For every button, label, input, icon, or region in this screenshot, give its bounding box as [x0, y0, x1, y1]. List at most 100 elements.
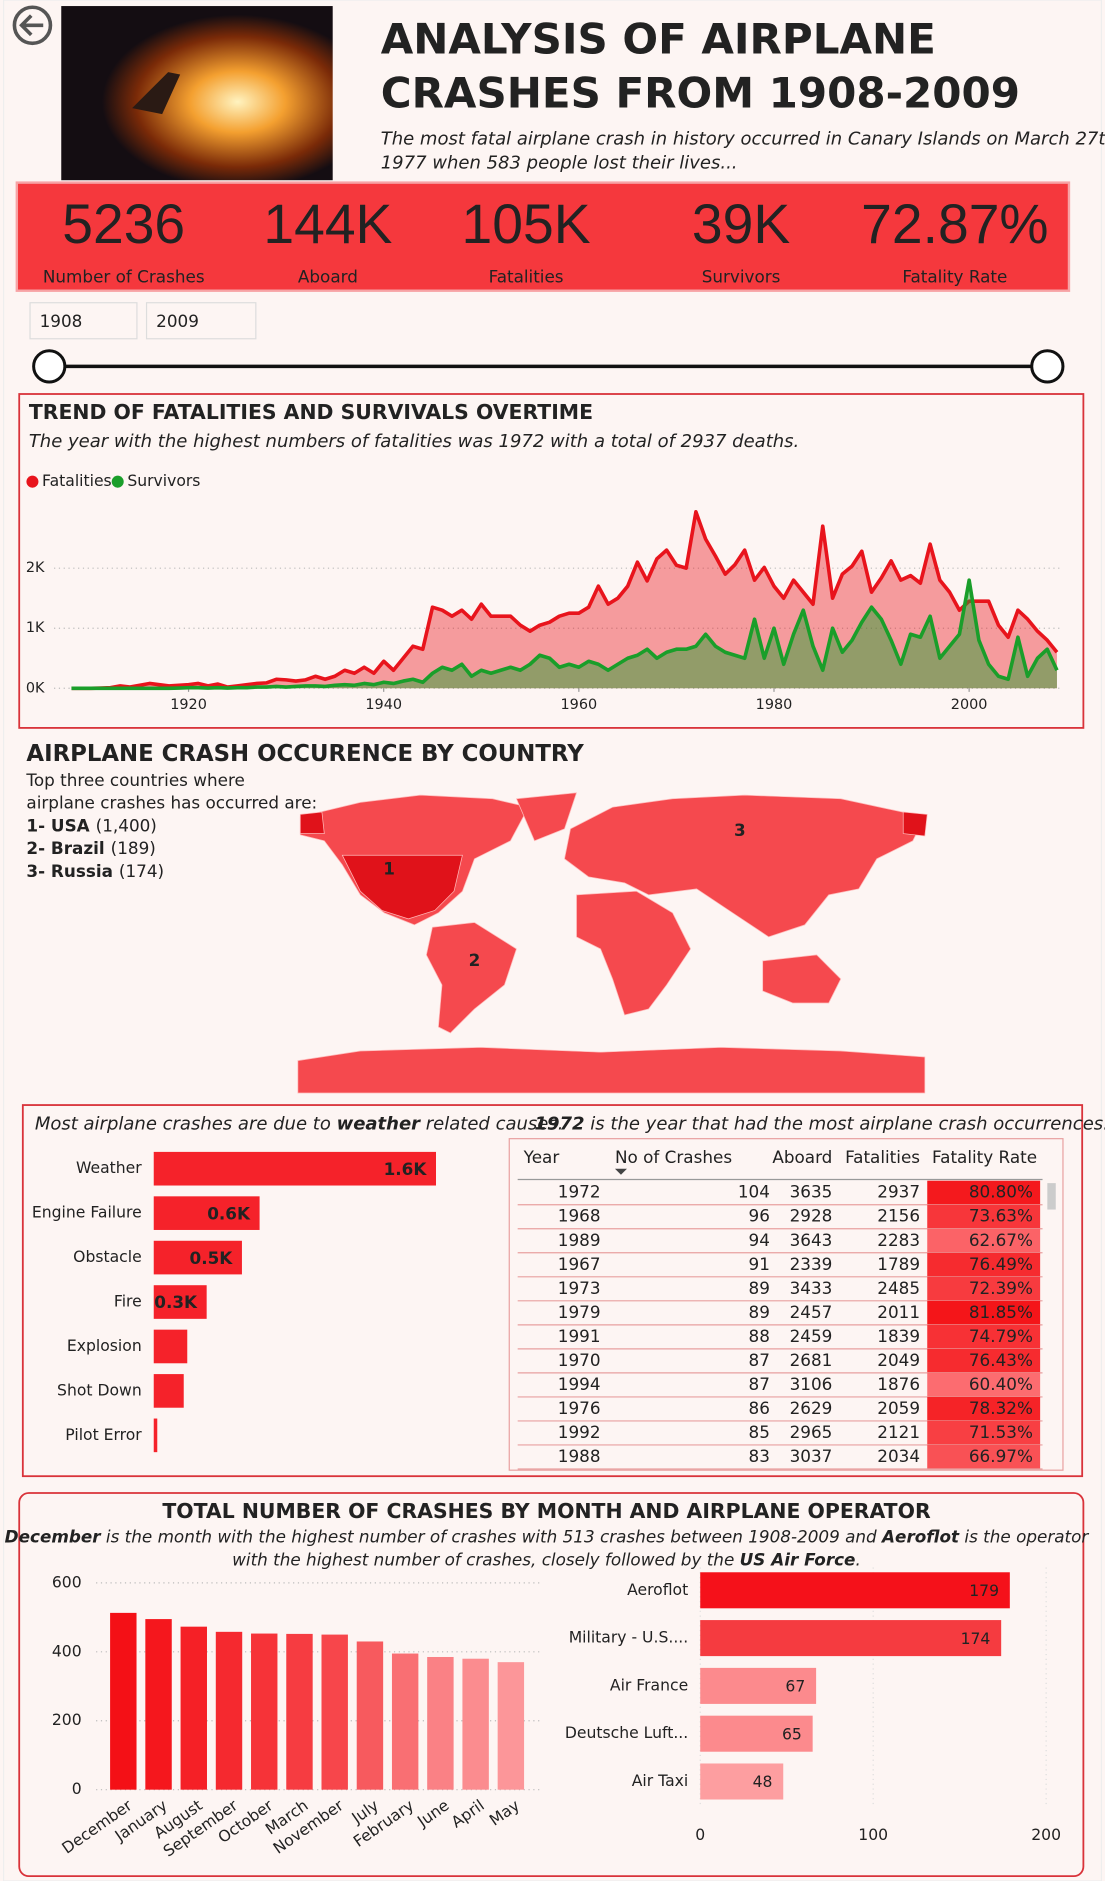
rate-cell: [927, 1444, 1041, 1469]
x-tick-label: 1980: [756, 697, 793, 713]
table-cell: 1979: [558, 1302, 601, 1322]
bar: [153, 1285, 207, 1319]
title: CRASHES FROM 1908-2009: [381, 69, 1020, 118]
table-cell: 86: [749, 1398, 770, 1418]
column-header: Fatality Rate: [932, 1147, 1037, 1167]
bar: [497, 1662, 525, 1790]
table-cell: 81.85%: [969, 1302, 1033, 1322]
slicer-start: 1908: [40, 311, 83, 331]
country-rank: 2- Brazil: [26, 838, 104, 858]
bar: [251, 1633, 278, 1790]
world-map[interactable]: [297, 792, 928, 1094]
table-headline-part: is the year that had the most airplane c…: [585, 1113, 1105, 1134]
y-tick-label: 200: [52, 1711, 82, 1729]
map-marker: 1: [383, 859, 395, 879]
column-header: Aboard: [772, 1147, 832, 1167]
kpi-label: Aboard: [298, 267, 358, 287]
column-header: No of Crashes: [615, 1147, 732, 1167]
bar: [153, 1196, 260, 1230]
header-image: [61, 6, 333, 181]
month-subtitle: December is the month with the highest n…: [5, 1526, 1090, 1546]
table-cell: 1876: [877, 1374, 920, 1394]
table-cell: 62.67%: [969, 1230, 1033, 1250]
table-cell: 1972: [558, 1182, 601, 1202]
category-label: Aeroflot: [627, 1581, 688, 1599]
category-label: Air France: [610, 1676, 688, 1694]
slicer[interactable]: [29, 302, 1065, 384]
table-cell: 2049: [877, 1350, 920, 1370]
table-cell: 2681: [790, 1350, 833, 1370]
x-tick-label: 2000: [951, 697, 988, 713]
table-cell: 1970: [558, 1350, 601, 1370]
x-tick-label: 1920: [170, 697, 207, 713]
x-tick-label: 100: [858, 1826, 888, 1844]
value-label: 0.6K: [207, 1203, 251, 1223]
causes-headline-part: related causes.: [420, 1113, 563, 1134]
rate-cell: [927, 1348, 1041, 1373]
legend-label: Survivors: [127, 472, 200, 490]
kpi-value: 72.87%: [861, 193, 1048, 255]
kpi-value: 5236: [62, 193, 185, 255]
table-cell: 2459: [790, 1326, 833, 1346]
table-cell: 83: [749, 1446, 770, 1466]
month-subtitle-part: Aeroflot: [880, 1526, 960, 1546]
causes-headline-part: weather: [337, 1113, 422, 1134]
kpi-label: Fatality Rate: [902, 267, 1007, 287]
kpi-label: Fatalities: [489, 267, 564, 287]
bar: [215, 1631, 243, 1790]
value-label: 1.6K: [384, 1159, 428, 1179]
month-subtitle-part: is the operator: [959, 1526, 1089, 1546]
value-label: 0.3K: [154, 1292, 198, 1312]
table-cell: 76.43%: [969, 1350, 1033, 1370]
section-title: AIRPLANE CRASH OCCURENCE BY COUNTRY: [26, 741, 584, 767]
category-label: Weather: [76, 1159, 142, 1177]
kpi-value: 105K: [462, 193, 591, 255]
rate-cell: [927, 1228, 1041, 1253]
bar: [153, 1374, 184, 1408]
country-count: (189): [111, 838, 156, 858]
table-cell: 73.63%: [969, 1206, 1033, 1226]
map-marker: 2: [469, 950, 481, 970]
bar: [153, 1418, 158, 1453]
bar: [462, 1658, 489, 1790]
area-fill: [71, 511, 1057, 689]
bar: [700, 1715, 813, 1752]
table-cell: 2485: [877, 1278, 920, 1298]
bar: [700, 1620, 1002, 1657]
category-label: Explosion: [67, 1337, 142, 1355]
x-tick-label: 1960: [561, 697, 598, 713]
legend-marker: [111, 475, 124, 488]
table-headline: 1972 is the year that had the most airpl…: [534, 1113, 1105, 1134]
back-button[interactable]: [12, 5, 53, 46]
rate-cell: [927, 1252, 1041, 1277]
month-subtitle-part: US Air Force: [740, 1549, 856, 1569]
scrollbar[interactable]: [1047, 1183, 1056, 1210]
table-cell: 2011: [877, 1302, 920, 1322]
map-text: airplane crashes has occurred are:: [26, 793, 317, 813]
table-cell: 1967: [558, 1254, 601, 1274]
title: ANALYSIS OF AIRPLANE: [381, 15, 936, 64]
sort-indicator: [614, 1168, 627, 1175]
month-subtitle-part: with the highest number of crashes, clos…: [232, 1549, 739, 1569]
value-label: 67: [785, 1678, 805, 1696]
rate-cell: [927, 1396, 1041, 1421]
chart-title: TREND OF FATALITIES AND SURVIVALS OVERTI…: [29, 400, 593, 424]
table-cell: 1973: [558, 1278, 601, 1298]
kpi-label: Survivors: [702, 267, 781, 287]
rate-cell: [927, 1372, 1041, 1397]
kpi-label: Number of Crashes: [43, 267, 205, 287]
x-tick-label: 1940: [365, 697, 402, 713]
table-cell: 2965: [790, 1422, 833, 1442]
bar: [356, 1641, 384, 1790]
map-marker: 3: [734, 820, 746, 840]
bar: [700, 1763, 784, 1800]
table-cell: 2339: [790, 1254, 833, 1274]
country-item: 1- USA (1,400): [26, 815, 156, 835]
country-item: 2- Brazil (189): [26, 838, 155, 858]
table-cell: 2121: [877, 1422, 920, 1442]
table-cell: 2457: [790, 1302, 833, 1322]
category-label: Pilot Error: [65, 1426, 142, 1444]
table-cell: 88: [749, 1326, 770, 1346]
slicer-end: 2009: [156, 311, 199, 331]
